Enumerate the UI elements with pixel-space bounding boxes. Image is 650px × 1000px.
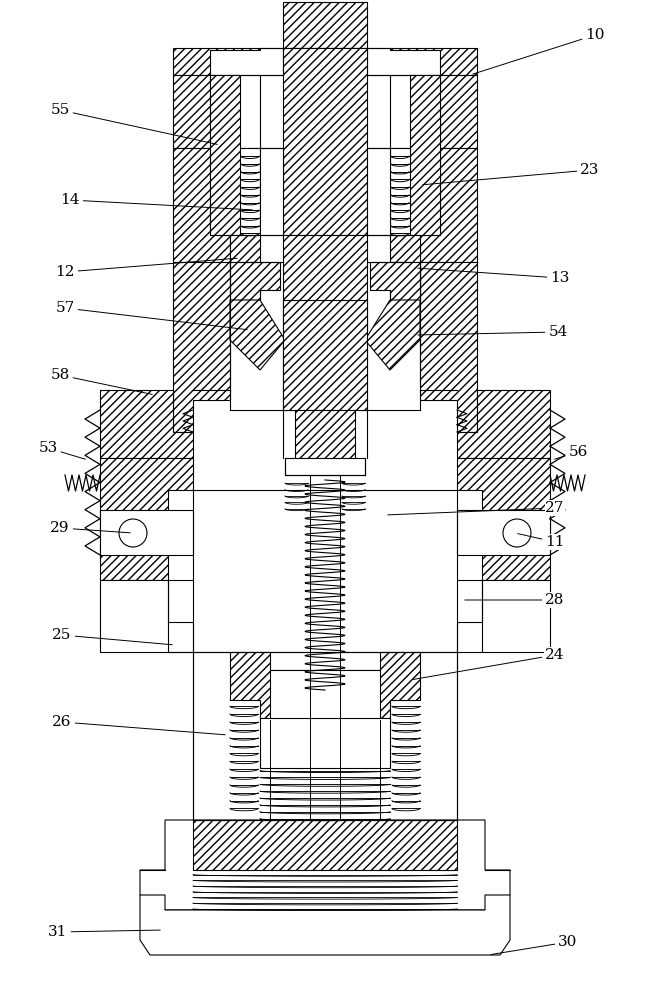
Polygon shape [295,410,355,475]
Text: 28: 28 [465,593,565,607]
Circle shape [119,519,147,547]
Polygon shape [283,2,367,48]
Polygon shape [173,148,230,262]
Polygon shape [285,458,365,475]
Bar [367,148,390,235]
Polygon shape [230,652,420,720]
Bar [240,148,260,238]
Polygon shape [230,300,285,370]
Text: 31: 31 [48,925,160,939]
Polygon shape [420,262,477,432]
Polygon shape [457,390,550,458]
Polygon shape [173,262,230,432]
Text: 12: 12 [55,258,237,279]
Text: 27: 27 [388,501,565,515]
Text: 56: 56 [554,445,588,459]
Polygon shape [420,148,477,262]
Polygon shape [230,235,260,285]
Text: 25: 25 [52,628,172,645]
Bar [270,670,380,720]
Polygon shape [173,48,477,75]
Bar [193,820,457,870]
Polygon shape [140,820,510,910]
Text: 10: 10 [473,28,604,74]
Text: 14: 14 [60,193,252,210]
Text: 57: 57 [55,301,247,330]
Bar [260,148,283,235]
Text: 13: 13 [418,268,569,285]
Text: 24: 24 [413,648,565,680]
Polygon shape [283,48,367,235]
Bar [193,652,457,822]
Text: 58: 58 [51,368,152,394]
Polygon shape [210,75,260,235]
Polygon shape [457,458,550,580]
Polygon shape [100,458,193,580]
Bar [100,510,193,555]
Text: 11: 11 [517,534,565,549]
Polygon shape [365,300,420,370]
Polygon shape [173,75,477,148]
Text: 54: 54 [418,325,567,339]
Text: 53: 53 [38,441,85,459]
Text: 29: 29 [50,521,130,535]
Polygon shape [390,75,440,235]
Polygon shape [283,235,367,410]
Polygon shape [370,262,420,300]
Circle shape [503,519,531,547]
Polygon shape [283,300,367,410]
Polygon shape [457,580,550,652]
Bar [457,510,550,555]
Polygon shape [140,895,510,955]
Bar [260,718,390,768]
Bar [390,148,410,238]
Polygon shape [230,262,280,300]
Text: 30: 30 [491,935,578,955]
Text: 23: 23 [422,163,600,185]
Text: 26: 26 [52,715,226,735]
Polygon shape [100,580,193,652]
Polygon shape [100,390,193,458]
Polygon shape [390,235,420,285]
Text: 55: 55 [51,103,217,144]
